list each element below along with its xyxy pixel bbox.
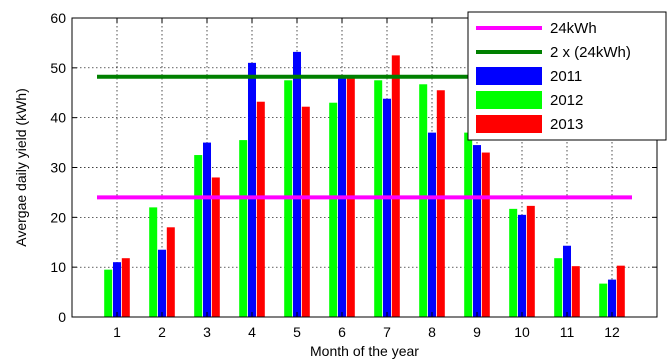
y-tick-label: 60 xyxy=(50,10,66,26)
bar-2012-month-8 xyxy=(419,84,428,317)
bar-2013-month-3 xyxy=(211,177,220,317)
bar-2011-month-9 xyxy=(473,145,481,317)
x-tick-label: 2 xyxy=(158,324,166,340)
bar-2011-month-3 xyxy=(203,142,211,317)
y-tick-label: 40 xyxy=(50,110,66,126)
bar-2013-month-7 xyxy=(391,55,400,317)
bar-2011-month-4 xyxy=(248,62,256,317)
legend: 24kWh 2 x (24kWh) 2011 2012 2013 xyxy=(467,11,667,141)
bar-2012-month-10 xyxy=(509,208,518,317)
bar-2013-month-1 xyxy=(121,258,130,317)
bar-2013-month-11 xyxy=(571,266,580,317)
y-tick-label: 50 xyxy=(50,60,66,76)
legend-swatch-2012 xyxy=(476,91,542,109)
bar-2013-month-5 xyxy=(301,106,310,317)
y-axis: 0 10 20 30 40 50 60 xyxy=(50,10,657,325)
y-axis-label: Avergae daily yield (kWh) xyxy=(13,88,29,246)
bar-2011-month-7 xyxy=(383,98,391,317)
bar-2011-month-11 xyxy=(563,245,571,317)
x-tick-label: 11 xyxy=(560,324,575,340)
bar-2011-month-1 xyxy=(113,262,121,317)
legend-label: 2 x (24kWh) xyxy=(550,44,631,61)
x-tick-label: 12 xyxy=(604,324,620,340)
bar-2013-month-9 xyxy=(481,152,490,317)
bar-2013-month-4 xyxy=(256,101,265,317)
x-tick-label: 3 xyxy=(203,324,211,340)
x-tick-label: 4 xyxy=(248,324,256,340)
bar-2012-month-2 xyxy=(149,207,158,317)
x-tick-label: 7 xyxy=(383,324,391,340)
x-axis-label: Month of the year xyxy=(310,343,419,359)
y-tick-label: 0 xyxy=(58,309,66,325)
bar-2013-month-2 xyxy=(166,227,175,317)
bar-2011-month-10 xyxy=(518,214,526,317)
bar-2012-month-6 xyxy=(329,102,338,317)
x-axis: 1 2 3 4 5 6 7 8 9 10 11 12 xyxy=(113,18,620,340)
bar-2012-month-12 xyxy=(599,283,608,317)
bar-2012-month-11 xyxy=(554,258,563,317)
bar-2013-month-10 xyxy=(526,205,535,317)
bar-2013-month-12 xyxy=(616,265,625,317)
legend-label: 24kWh xyxy=(550,20,597,37)
legend-swatch-2011 xyxy=(476,67,542,85)
y-tick-label: 20 xyxy=(50,209,66,225)
bar-2011-month-8 xyxy=(428,132,436,317)
bar-2012-month-1 xyxy=(104,269,113,317)
legend-swatch-2013 xyxy=(476,115,542,133)
bar-2012-month-3 xyxy=(194,155,203,317)
bar-2011-month-2 xyxy=(158,249,166,317)
y-tick-label: 10 xyxy=(50,259,66,275)
legend-label: 2011 xyxy=(550,68,582,85)
x-tick-label: 6 xyxy=(338,324,346,340)
bar-2011-month-5 xyxy=(293,51,301,318)
legend-label: 2013 xyxy=(550,116,583,133)
x-tick-label: 9 xyxy=(473,324,481,340)
y-tick-label: 30 xyxy=(50,160,66,176)
bar-2012-month-9 xyxy=(464,132,473,317)
legend-label: 2012 xyxy=(550,92,583,109)
bar-2011-month-12 xyxy=(608,279,616,317)
bar-2012-month-4 xyxy=(239,140,248,317)
bar-2013-month-8 xyxy=(436,90,445,317)
x-tick-label: 10 xyxy=(514,324,530,340)
x-tick-label: 5 xyxy=(293,324,301,340)
x-tick-label: 8 xyxy=(428,324,436,340)
x-tick-label: 1 xyxy=(113,324,121,340)
